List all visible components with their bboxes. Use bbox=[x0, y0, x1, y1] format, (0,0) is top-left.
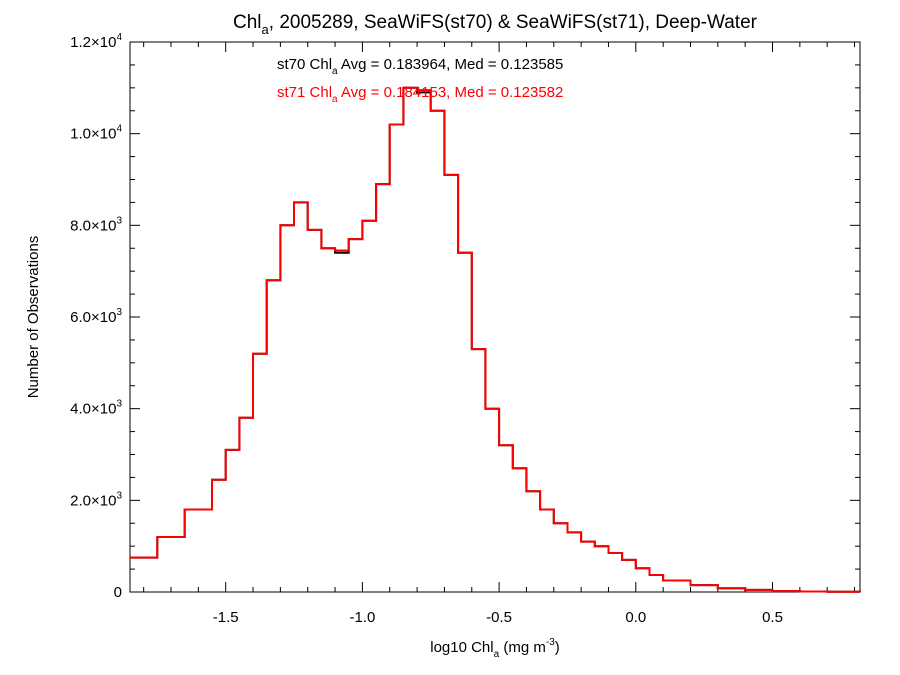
x-tick-label: -1.5 bbox=[213, 609, 239, 626]
x-tick-label: -0.5 bbox=[486, 609, 512, 626]
series-st70-line bbox=[130, 86, 861, 593]
annotation-st70: st70 Chla Avg = 0.183964, Med = 0.123585 bbox=[277, 56, 563, 77]
y-tick-label: 1.2×104 bbox=[70, 32, 122, 51]
x-tick-label: 0.0 bbox=[625, 609, 646, 626]
y-tick-label: 4.0×103 bbox=[70, 399, 122, 418]
y-tick-label: 2.0×103 bbox=[70, 490, 122, 509]
x-axis-label: log10 Chla (mg m-3) bbox=[430, 637, 560, 660]
axis-ticks bbox=[130, 41, 860, 593]
series-st71-line bbox=[130, 86, 861, 593]
y-tick-label: 1.0×104 bbox=[70, 124, 122, 143]
chart-title: Chla, 2005289, SeaWiFS(st70) & SeaWiFS(s… bbox=[233, 12, 758, 37]
tick-labels: -1.5 -1.0 -0.5 0.0 0.5 0 2.0×103 4.0×103 6.0×103… bbox=[70, 32, 783, 626]
y-axis-label: Number of Observations bbox=[25, 236, 42, 399]
y-tick-label: 8.0×103 bbox=[70, 215, 122, 234]
annotation-st71: st71 Chla Avg = 0.184153, Med = 0.123582 bbox=[277, 84, 563, 105]
x-tick-label: 0.5 bbox=[762, 609, 783, 626]
y-tick-label: 6.0×103 bbox=[70, 307, 122, 326]
plot-area bbox=[129, 41, 861, 593]
x-tick-label: -1.0 bbox=[349, 609, 375, 626]
y-tick-label: 0 bbox=[114, 584, 122, 601]
